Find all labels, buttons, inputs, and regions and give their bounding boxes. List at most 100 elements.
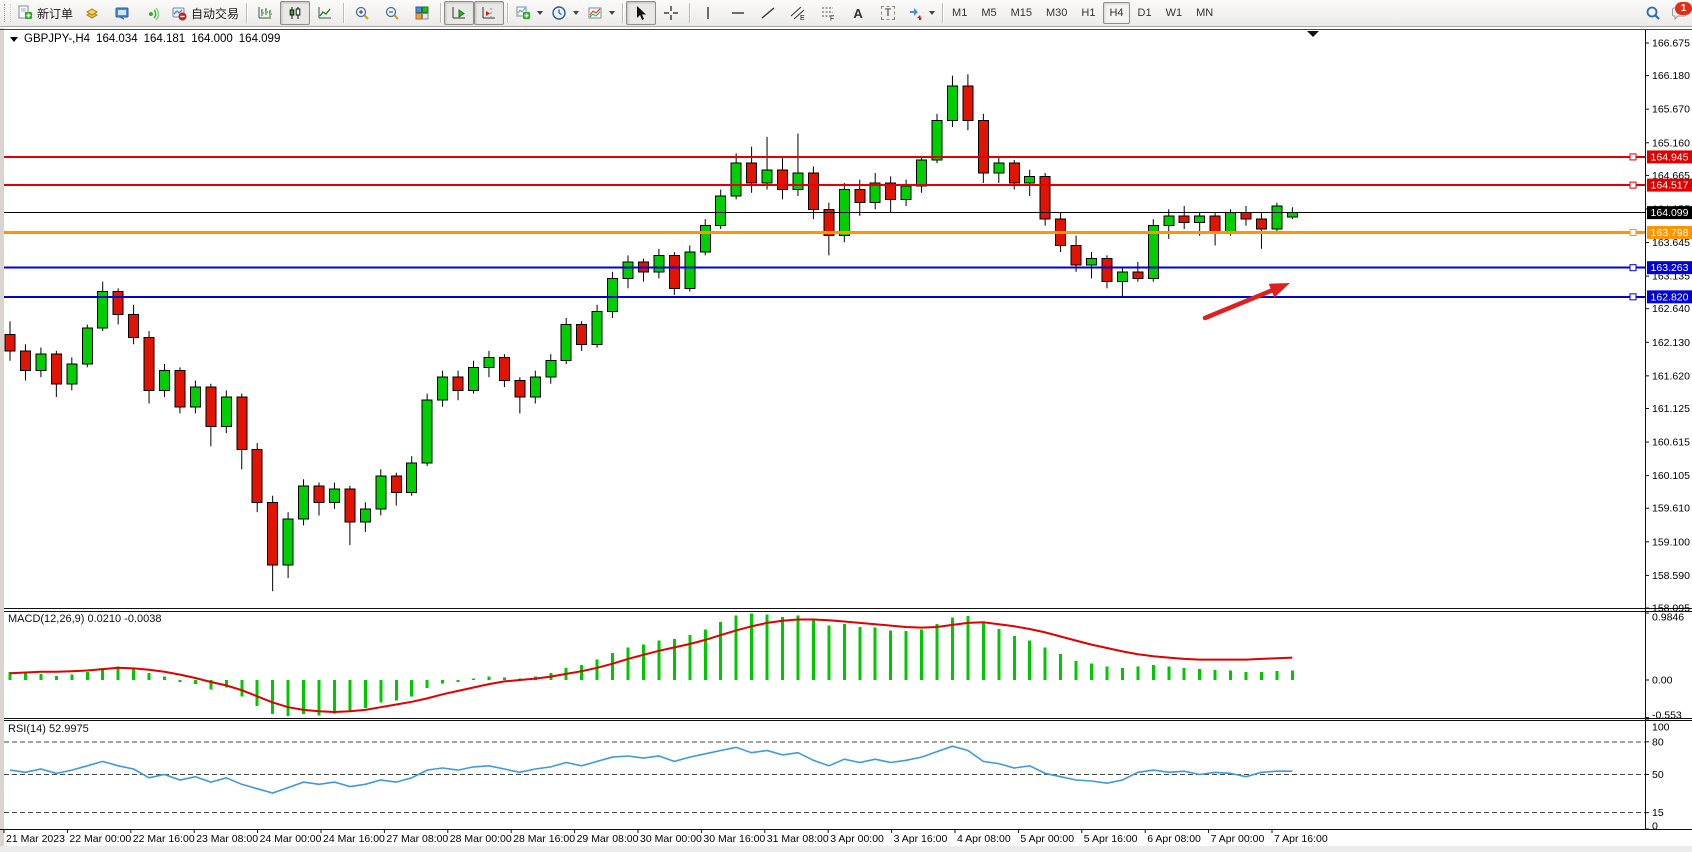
candle-body: [344, 488, 356, 523]
toolbar-separator: [689, 3, 691, 23]
time-axis-label: 7 Apr 00:00: [1211, 833, 1265, 845]
templates-button[interactable]: [583, 1, 619, 25]
timeframe-button-h4[interactable]: H4: [1103, 2, 1130, 24]
zoom-out-button[interactable]: [377, 1, 407, 25]
rsi-axis-label: 15: [1652, 807, 1664, 819]
new-order-icon: [18, 5, 32, 19]
timeframe-button-m5[interactable]: M5: [981, 7, 997, 19]
chart-line-button[interactable]: [310, 1, 340, 25]
time-axis-label: 28 Mar 00:00: [450, 833, 512, 845]
timeframe-button-m15[interactable]: M15: [1010, 7, 1032, 19]
price-axis-label: 160.105: [1652, 470, 1690, 482]
candle-body: [607, 277, 619, 312]
chart-shift-marker[interactable]: [1307, 31, 1319, 37]
macd-indicator-label: MACD(12,26,9) 0.0210 -0.0038: [8, 613, 161, 625]
line-handle-marker[interactable]: [1629, 153, 1637, 161]
line-handle-marker[interactable]: [1629, 181, 1637, 189]
price-line-badge-label: 163.798: [1651, 227, 1689, 239]
auto-trading-button[interactable]: 自动交易: [167, 1, 243, 25]
candle-body: [498, 356, 510, 381]
signals-icon: [149, 7, 160, 21]
signals-button[interactable]: [137, 1, 167, 25]
tile-windows-button[interactable]: [407, 1, 437, 25]
candle-body: [421, 399, 433, 464]
candle-body: [1147, 225, 1159, 279]
candle-body: [236, 396, 248, 451]
auto-trading-icon: [172, 7, 187, 21]
auto-trading-label: 自动交易: [191, 6, 240, 21]
auto-scroll-icon: [452, 7, 466, 19]
line-handle-marker[interactable]: [1629, 264, 1637, 272]
shapes-button[interactable]: [903, 1, 939, 25]
chart-shift-icon: [482, 7, 496, 19]
candle-body: [19, 350, 31, 372]
chart-close-value: 164.099: [238, 33, 281, 45]
vertical-line-button[interactable]: [693, 1, 723, 25]
rsi-line: [9, 745, 1293, 794]
macd-axis-label: 0.00: [1652, 675, 1673, 687]
timeframe-button-w1[interactable]: W1: [1165, 7, 1183, 19]
label-button[interactable]: T: [873, 1, 903, 25]
timeframe-button-h1[interactable]: H1: [1081, 7, 1096, 19]
chart-high-value: 164.181: [143, 33, 186, 45]
search-icon: [1646, 6, 1660, 20]
toolbar-grip[interactable]: [4, 4, 11, 22]
candle-body: [653, 254, 665, 273]
label-tool-icon: T: [880, 6, 896, 20]
text-button[interactable]: A: [843, 1, 873, 25]
search-button[interactable]: [1638, 1, 1668, 25]
rsi-axis-label: 0: [1652, 821, 1658, 833]
chart-open-value: 164.034: [96, 33, 138, 45]
timeframe-button-m1[interactable]: M1: [952, 7, 968, 19]
candle-body: [251, 449, 263, 503]
data-window-button[interactable]: [107, 1, 137, 25]
equidistant-channel-icon: E: [790, 6, 805, 21]
notifications-button[interactable]: 1: [1668, 2, 1692, 24]
candle-body: [993, 162, 1005, 174]
line-chart-icon: [318, 7, 332, 19]
candle-body: [50, 353, 62, 385]
candle-body: [375, 475, 387, 510]
market-watch-button[interactable]: [77, 1, 107, 25]
cursor-button[interactable]: [626, 1, 657, 25]
price-line-badge: [1647, 206, 1692, 220]
new-order-button[interactable]: 新订单: [13, 1, 77, 25]
time-axis-label: 7 Apr 16:00: [1274, 833, 1328, 845]
candle-body: [684, 251, 696, 289]
crosshair-button[interactable]: [656, 1, 686, 25]
candle-body: [1163, 215, 1175, 227]
chart-shift-button[interactable]: [474, 1, 505, 25]
timeframe-button-d1[interactable]: D1: [1137, 7, 1152, 19]
candle-body: [1255, 218, 1267, 230]
auto-scroll-button[interactable]: [444, 1, 475, 25]
line-handle-marker[interactable]: [1629, 228, 1637, 236]
annotation-arrow-head[interactable]: [1268, 283, 1290, 298]
candle-body: [514, 379, 526, 398]
toolbar-separator: [343, 3, 345, 23]
candle-body: [406, 462, 418, 493]
indicators-button[interactable]: [511, 1, 547, 25]
channel-button[interactable]: E: [783, 1, 813, 25]
trendline-button[interactable]: [753, 1, 783, 25]
svg-text:E: E: [800, 15, 805, 21]
chart-bars-button[interactable]: [250, 1, 280, 25]
svg-text:F: F: [830, 16, 834, 22]
candle-body: [128, 314, 140, 339]
line-handle-marker[interactable]: [1629, 293, 1637, 301]
chart-candles-button[interactable]: [280, 1, 311, 25]
fibonacci-button[interactable]: F: [813, 1, 843, 25]
annotation-arrow[interactable]: [1202, 286, 1278, 321]
timeframe-button-mn[interactable]: MN: [1196, 7, 1214, 19]
timeframe-button-m30[interactable]: M30: [1046, 7, 1068, 19]
chart-header: GBPJPY-,H4 164.034 164.181 164.000 164.0…: [10, 33, 280, 45]
candle-body: [1194, 215, 1206, 223]
rsi-axis-label: 80: [1652, 736, 1664, 748]
horizontal-line-icon: [732, 12, 745, 14]
symbol-dropdown-icon[interactable]: [10, 36, 18, 42]
zoom-in-button[interactable]: [347, 1, 377, 25]
tile-windows-icon: [415, 6, 429, 20]
horizontal-line-button[interactable]: [723, 1, 753, 25]
price-line-badge-label: 162.820: [1651, 291, 1689, 303]
periods-button[interactable]: [547, 1, 583, 25]
